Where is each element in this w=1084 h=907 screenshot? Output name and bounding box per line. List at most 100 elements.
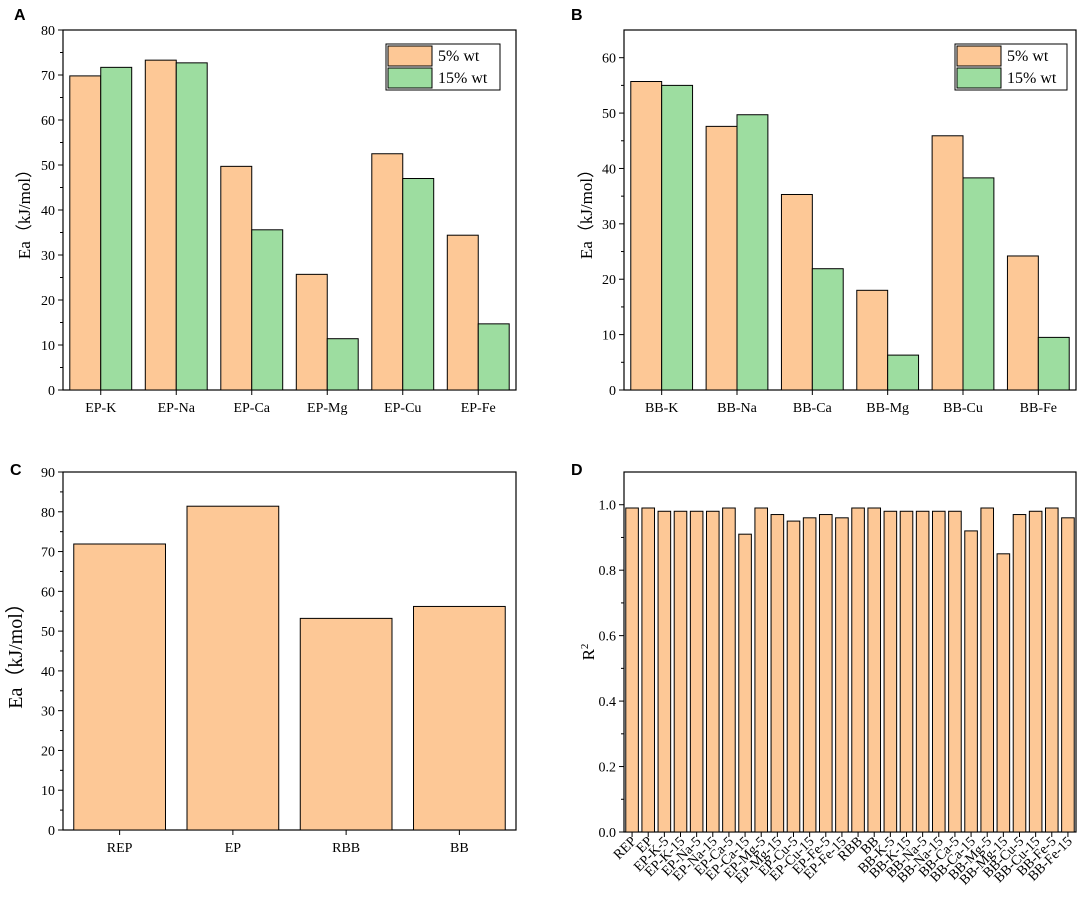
panel-label: A: [14, 7, 26, 24]
y-tick-label: 30: [41, 249, 55, 264]
panel-label: B: [571, 7, 583, 24]
x-tick-label: EP: [225, 841, 242, 856]
bar-BB-Ca-15wt: [811, 268, 844, 391]
y-tick-label: 80: [41, 24, 55, 39]
bar-BB-Mg-5wt: [856, 289, 889, 391]
y-tick-label: 50: [41, 625, 55, 640]
x-tick-label: BB-Na: [717, 401, 757, 416]
y-tick-label: 10: [41, 339, 55, 354]
panel-D: D0.00.20.40.60.81.0R2REPEPEP-K-5EP-K-15E…: [571, 462, 1077, 888]
bar-EP-Ca-15wt: [251, 229, 284, 391]
bar-EP-Ea: [186, 505, 280, 831]
bar-EP-Mg-15wt: [326, 338, 359, 391]
x-tick-label: EP-K: [85, 401, 116, 416]
y-tick-label: 80: [41, 506, 55, 521]
y-tick-label: 0.4: [599, 695, 617, 710]
y-tick-label: 50: [41, 159, 55, 174]
bar-BB-R2: [867, 507, 882, 833]
bar-BB-Ca-5-R2: [948, 510, 962, 833]
bar-BB-Ca-5wt: [780, 193, 813, 391]
x-tick-label: EP-Na: [158, 401, 196, 416]
bar-BB-Cu-5wt: [931, 135, 964, 391]
bar-RBB-Ea: [299, 617, 393, 831]
y-tick-label: 10: [602, 329, 616, 344]
bar-BB-Mg-5-R2: [980, 507, 995, 833]
x-tick-label: RBB: [332, 841, 360, 856]
bar-EP-Mg-15-R2: [770, 514, 785, 833]
bar-EP-K-5-R2: [657, 510, 672, 833]
legend-swatch: [956, 45, 1002, 67]
bar-BB-Na-15wt: [736, 114, 769, 391]
bar-EP-Na-15-R2: [705, 510, 720, 833]
plot-frame: [623, 471, 1077, 833]
panel-label: D: [571, 462, 583, 479]
bar-EP-K-15-R2: [673, 510, 688, 833]
bar-BB-K-5-R2: [883, 510, 898, 833]
y-tick-label: 20: [602, 273, 616, 288]
legend-swatch: [956, 67, 1002, 89]
y-tick-label: 20: [41, 294, 55, 309]
panel-C: C 0 10 20 30 40 50 60 70 80 90 Ea（kJ/mol） REP EP RBB BB: [4, 462, 517, 856]
bar-BB-Fe-15-R2: [1061, 517, 1075, 833]
y-tick-label: 60: [602, 52, 616, 67]
bar-BB-Cu-15-R2: [1028, 510, 1043, 833]
bar-EP-Ca-5wt: [220, 165, 253, 391]
bar-EP-Cu-5wt: [371, 153, 404, 391]
y-tick-label: 40: [602, 162, 616, 177]
y-tick-label: 10: [41, 784, 55, 799]
y-axis-label: R2: [579, 644, 598, 661]
bar-REP-Ea: [73, 543, 166, 831]
bar-BB-K-15-R2: [899, 510, 914, 833]
y-tick-label: 1.0: [599, 499, 617, 514]
bar-EP-Na-5wt: [144, 59, 177, 391]
bar-EP-Mg-5-R2: [754, 507, 769, 833]
y-tick-label: 40: [41, 204, 55, 219]
y-tick-label: 30: [602, 218, 616, 233]
legend: 5% wt 15% wt: [385, 43, 501, 91]
bar-BB-Fe-5-R2: [1044, 507, 1059, 833]
bar-BB-Ea: [413, 605, 506, 831]
y-tick-label: 0: [609, 384, 616, 399]
bar-BB-K-15wt: [661, 84, 694, 391]
y-tick-label: 20: [41, 744, 55, 759]
y-tick-label: 0.6: [599, 630, 617, 645]
x-tick-label: EP-Mg: [307, 401, 347, 416]
x-tick-label: BB-K: [645, 401, 678, 416]
bar-EP-K-5wt: [69, 75, 102, 391]
y-tick-label: 70: [41, 69, 55, 84]
bar-EP-Mg-5wt: [295, 273, 328, 391]
legend-label: 15% wt: [438, 70, 488, 87]
bar-BB-K-5wt: [630, 81, 663, 391]
x-tick-label: REP: [107, 841, 133, 856]
legend-swatch: [387, 67, 433, 89]
y-tick-label: 60: [41, 114, 55, 129]
y-tick-label: 30: [41, 705, 55, 720]
x-tick-label: BB-Mg: [866, 401, 909, 416]
x-tick-label: BB-Ca: [793, 401, 833, 416]
bar-REP-R2: [625, 507, 639, 833]
x-tick-label: BB: [450, 841, 469, 856]
y-tick-label: 70: [41, 546, 55, 561]
bar-EP-Ca-5-R2: [722, 507, 736, 833]
bar-BB-Mg-15-R2: [996, 553, 1011, 833]
legend-label: 5% wt: [1007, 48, 1049, 65]
x-tick-label: EP-Fe: [461, 401, 496, 416]
x-tick-label: EP-Ca: [233, 401, 270, 416]
panel-A: A 0 10 20 30 40 50 60 70 80 Ea（kJ/mol） EP-K EP-Na EP-…: [14, 7, 517, 416]
y-axis-label: Ea（kJ/mol）: [15, 161, 34, 259]
y-tick-label: 0.2: [599, 761, 617, 776]
y-tick-label: 0.8: [599, 564, 617, 579]
bar-EP-Fe-15-R2: [835, 517, 849, 833]
bar-EP-Fe-5wt: [446, 234, 479, 391]
y-tick-label: 40: [41, 665, 55, 680]
plot-frame: [623, 29, 1077, 391]
panel-B: B 0 10 20 30 40 50 60 Ea（kJ/mol） BB-K BB-Na BB-Ca BB…: [571, 7, 1077, 416]
bar-BB-Na-5-R2: [915, 510, 930, 833]
bar-BB-Cu-15wt: [962, 177, 995, 391]
bar-EP-Cu-15-R2: [802, 517, 817, 833]
x-tick-label: EP-Cu: [384, 401, 421, 416]
bar-EP-R2: [641, 507, 656, 833]
legend: 5% wt 15% wt: [954, 43, 1068, 91]
bar-EP-Cu-15wt: [402, 178, 435, 391]
y-tick-label: 50: [602, 107, 616, 122]
